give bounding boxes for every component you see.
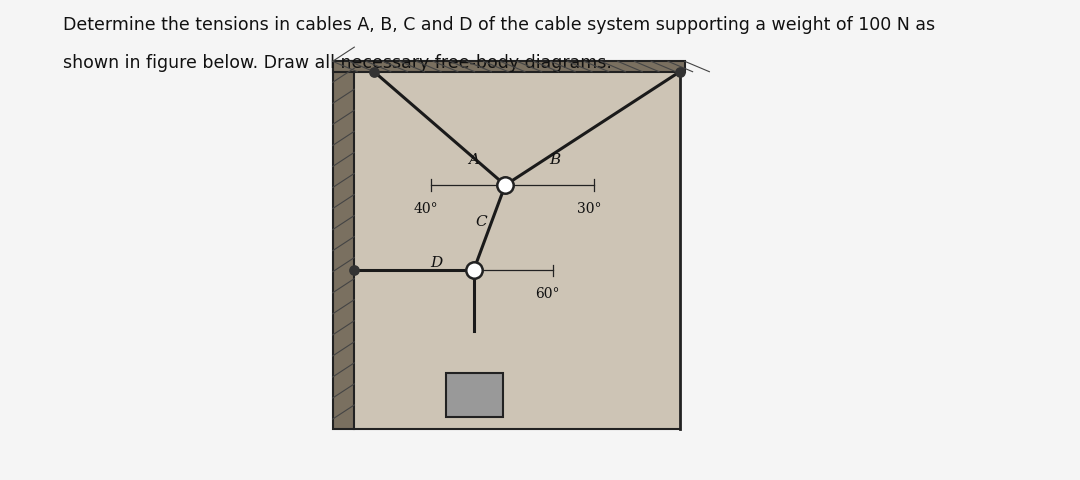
Polygon shape xyxy=(354,72,679,429)
Point xyxy=(365,69,382,76)
Bar xyxy=(333,62,354,429)
Text: shown in figure below. Draw all necessary free-body diagrams.: shown in figure below. Draw all necessar… xyxy=(64,54,612,72)
Point xyxy=(346,267,363,275)
Text: 40°: 40° xyxy=(414,201,438,216)
Text: D: D xyxy=(430,255,443,269)
Point xyxy=(497,182,514,190)
Point xyxy=(671,69,688,76)
Bar xyxy=(446,373,503,417)
Text: 30°: 30° xyxy=(577,201,602,216)
Text: A: A xyxy=(468,153,480,167)
Text: 60°: 60° xyxy=(536,286,559,300)
Text: C: C xyxy=(475,214,487,228)
Text: Determine the tensions in cables A, B, C and D of the cable system supporting a : Determine the tensions in cables A, B, C… xyxy=(64,16,935,34)
Bar xyxy=(333,62,685,72)
Point xyxy=(465,267,483,275)
Text: B: B xyxy=(549,153,561,167)
